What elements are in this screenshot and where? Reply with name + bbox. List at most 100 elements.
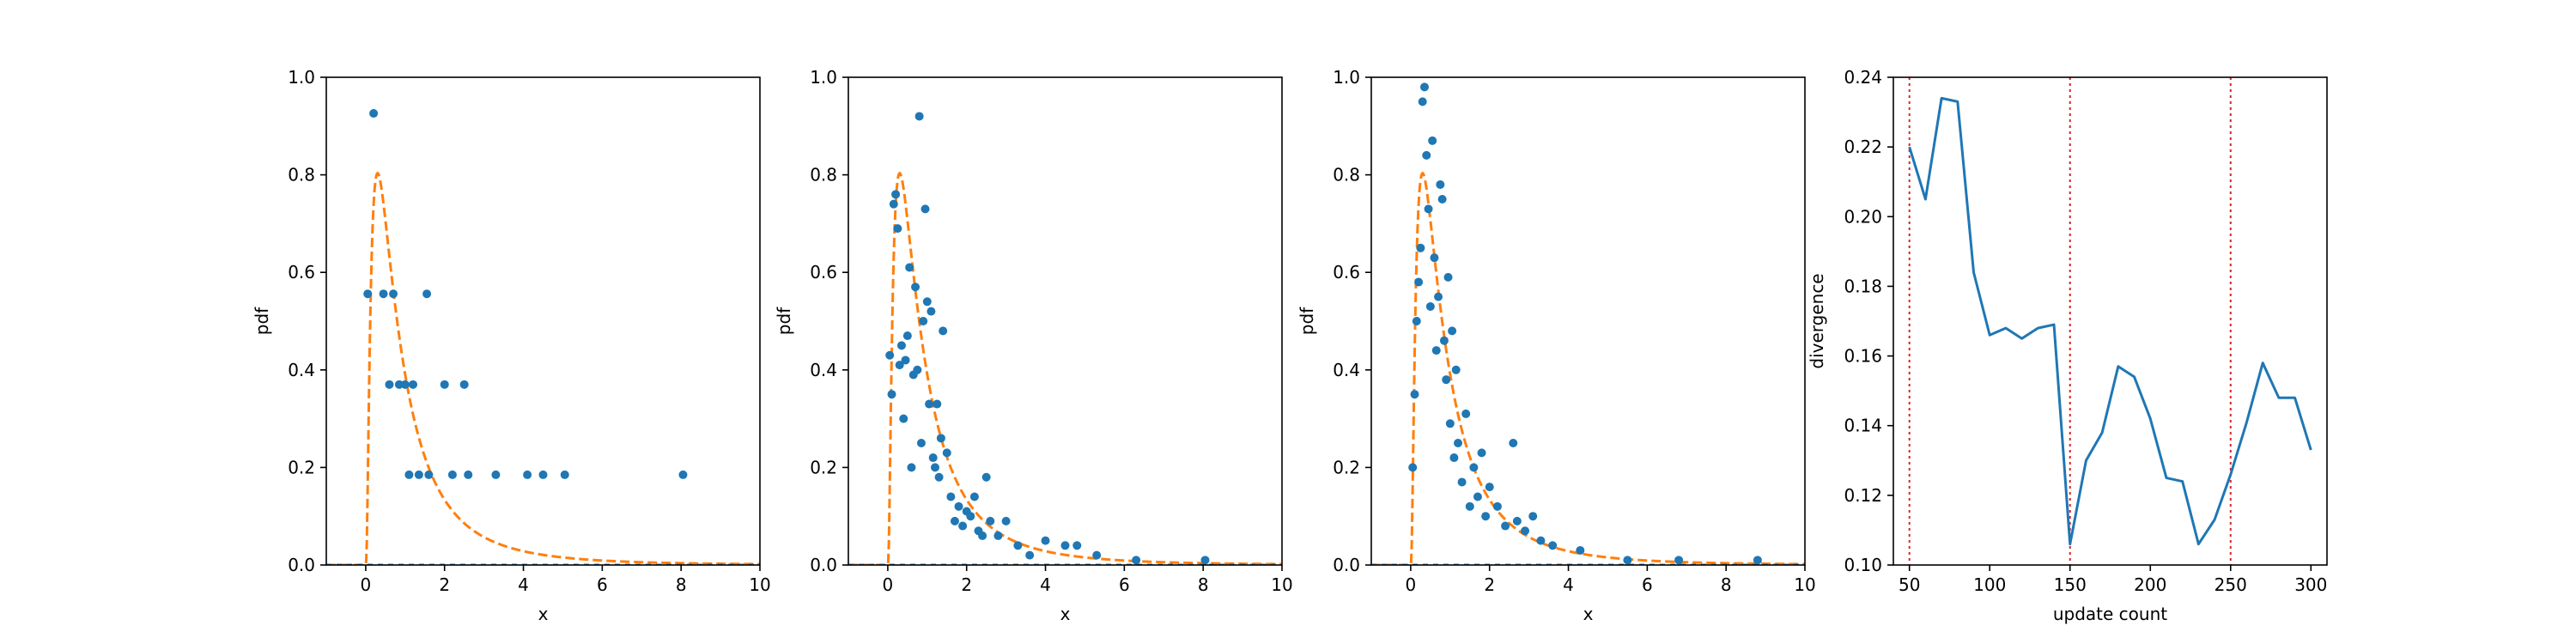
axes-frame: [848, 76, 1283, 566]
x-tick-label: 2: [1484, 574, 1495, 595]
scatter-point: [369, 109, 379, 118]
scatter-point: [404, 470, 414, 479]
scatter-point: [981, 472, 991, 482]
scatter-point: [464, 470, 473, 479]
y-tick-label: 0.4: [288, 360, 315, 380]
x-tick-label: 10: [1271, 574, 1292, 595]
scatter-point: [1451, 365, 1461, 374]
plot-area: [1371, 82, 1805, 565]
y-tick-label: 0.14: [1844, 416, 1882, 436]
x-tick-label: 8: [1198, 574, 1209, 595]
scatter-point: [394, 380, 404, 389]
scatter-point: [1425, 301, 1435, 311]
y-tick-label: 0.10: [1844, 555, 1882, 575]
scatter-point: [1419, 82, 1429, 92]
scatter-point: [1416, 243, 1425, 252]
y-tick-label: 0.0: [810, 555, 837, 575]
y-axis-label: divergence: [1807, 273, 1827, 368]
scatter-point: [1454, 439, 1462, 447]
scatter-point: [1448, 326, 1457, 336]
scatter-point: [424, 470, 434, 479]
chart-panel-4: 50 100 150 200 250 300 0.10 0.12 0.14 0.16 0.18 0.2…: [1807, 67, 2328, 624]
scatter-point: [414, 470, 423, 479]
reference-pdf-curve: [848, 171, 1282, 565]
scatter-point: [907, 463, 916, 472]
scatter-point: [1443, 272, 1453, 282]
scatter-point: [1492, 501, 1502, 511]
scatter-point: [363, 289, 373, 299]
scatter-point: [966, 512, 975, 521]
scatter-point: [1473, 492, 1482, 501]
scatter-point: [1477, 448, 1486, 458]
scatter-point: [1013, 541, 1023, 550]
y-tick-label: 0.0: [1333, 555, 1360, 575]
scatter-point: [899, 414, 908, 423]
scatter-point: [385, 380, 394, 389]
x-tick-label: 0: [361, 574, 372, 595]
x-tick-label: 4: [1040, 574, 1051, 595]
scatter-point: [950, 516, 959, 526]
scatter-point: [1041, 536, 1050, 545]
scatter-point: [1576, 545, 1585, 555]
y-tick-label: 0.8: [288, 165, 315, 185]
scatter-point: [1428, 136, 1437, 145]
plot-area: [848, 112, 1282, 565]
scatter-point: [889, 199, 898, 209]
scatter-point: [934, 472, 944, 482]
scatter-point: [1418, 97, 1427, 106]
x-tick-label: 6: [1119, 574, 1130, 595]
scatter-point: [538, 470, 548, 479]
scatter-point: [1461, 409, 1471, 418]
scatter-point: [1200, 556, 1210, 565]
scatter-point: [887, 390, 896, 399]
scatter-point: [939, 326, 948, 336]
y-tick-label: 0.2: [288, 457, 315, 477]
scatter-point: [1412, 317, 1421, 325]
x-tick-label: 4: [1563, 574, 1574, 595]
scatter-point: [1521, 526, 1530, 536]
y-tick-label: 0.22: [1844, 137, 1882, 157]
x-tick-label: 0: [883, 574, 894, 595]
y-tick-label: 0.6: [288, 262, 315, 283]
scatter-point: [978, 531, 987, 540]
scatter-point: [1509, 439, 1518, 447]
scatter-point: [901, 355, 910, 365]
scatter-point: [422, 289, 432, 299]
scatter-point: [895, 361, 904, 370]
x-tick-label: 300: [2294, 574, 2327, 595]
scatter-point: [1753, 556, 1762, 565]
y-axis-label: pdf: [1297, 307, 1317, 335]
scatter-point: [885, 350, 895, 360]
x-tick-label: 8: [1721, 574, 1732, 595]
scatter-point: [1434, 292, 1443, 301]
scatter-point: [1414, 277, 1424, 287]
scatter-point: [1501, 521, 1510, 531]
x-tick-label: 8: [676, 574, 687, 595]
reference-pdf-curve: [326, 171, 760, 565]
divergence-line: [1908, 96, 2312, 546]
scatter-point: [678, 470, 688, 479]
y-tick-label: 1.0: [1333, 67, 1360, 88]
y-tick-label: 0.6: [1333, 262, 1360, 283]
x-axis-label: update count: [2053, 604, 2167, 624]
scatter-point: [1431, 346, 1441, 355]
x-tick-label: 2: [961, 574, 972, 595]
scatter-point: [1674, 556, 1684, 565]
scatter-point: [920, 204, 930, 214]
y-tick-label: 0.20: [1844, 206, 1882, 227]
axes-frame: [325, 76, 761, 566]
scatter-point: [1025, 550, 1035, 560]
x-tick-label: 10: [1794, 574, 1815, 595]
scatter-point: [916, 439, 926, 447]
x-tick-label: 100: [1973, 574, 2006, 595]
scatter-point: [560, 470, 569, 479]
scatter-point: [896, 341, 906, 350]
chart-panel-3: 0 2 4 6 8 10 0.0 0.2 0.4 0.6 0.8 1.0 x pdf: [1297, 67, 1816, 624]
scatter-point: [969, 492, 979, 501]
scatter-point: [447, 470, 457, 479]
x-axis-label: x: [538, 604, 549, 624]
scatter-point: [891, 190, 901, 199]
scatter-point: [523, 470, 532, 479]
scatter-point: [1442, 375, 1451, 385]
